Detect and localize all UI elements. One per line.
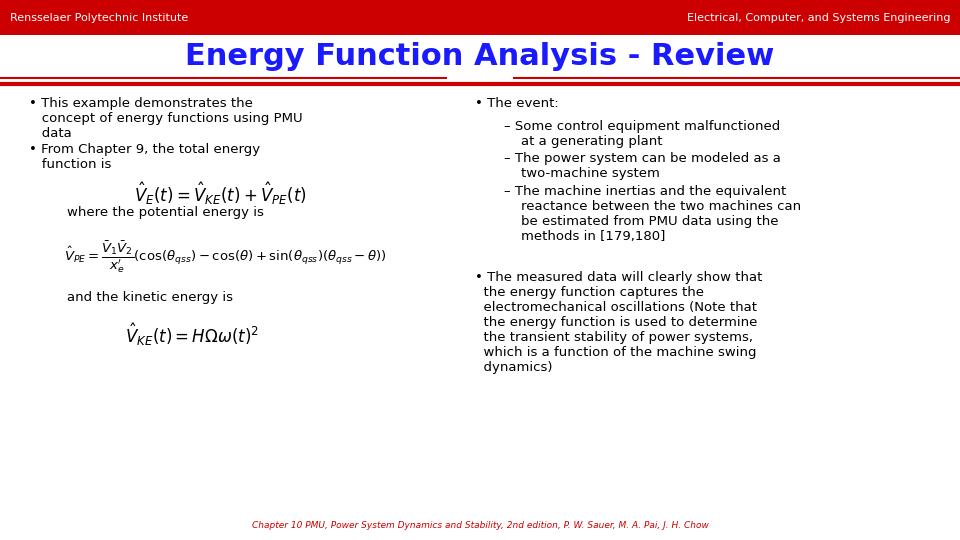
Text: – The machine inertias and the equivalent
    reactance between the two machines: – The machine inertias and the equivalen… [504, 185, 802, 242]
Text: Electrical, Computer, and Systems Engineering: Electrical, Computer, and Systems Engine… [687, 12, 950, 23]
Text: $\hat{V}_{PE} = \dfrac{\bar{V}_1\bar{V}_2}{x^{\prime}_e}(\cos(\theta_{qss}) - \c: $\hat{V}_{PE} = \dfrac{\bar{V}_1\bar{V}_… [64, 239, 387, 274]
FancyBboxPatch shape [0, 0, 960, 35]
Text: Chapter 10 PMU, Power System Dynamics and Stability, 2nd edition, P. W. Sauer, M: Chapter 10 PMU, Power System Dynamics an… [252, 521, 708, 530]
Text: • The event:: • The event: [475, 97, 559, 110]
Text: $\hat{V}_{KE}(t) = H\Omega\omega(t)^2$: $\hat{V}_{KE}(t) = H\Omega\omega(t)^2$ [125, 321, 259, 348]
Text: Rensselaer Polytechnic Institute: Rensselaer Polytechnic Institute [10, 12, 188, 23]
Text: and the kinetic energy is: and the kinetic energy is [67, 291, 233, 303]
Text: $\hat{V}_E(t) = \hat{V}_{KE}(t) + \hat{V}_{PE}(t)$: $\hat{V}_E(t) = \hat{V}_{KE}(t) + \hat{V… [134, 181, 307, 207]
Text: • This example demonstrates the
   concept of energy functions using PMU
   data: • This example demonstrates the concept … [29, 97, 302, 140]
Text: • From Chapter 9, the total energy
   function is: • From Chapter 9, the total energy funct… [29, 143, 260, 171]
Text: – The power system can be modeled as a
    two-machine system: – The power system can be modeled as a t… [504, 152, 780, 180]
Text: Energy Function Analysis - Review: Energy Function Analysis - Review [185, 42, 775, 71]
Text: – Some control equipment malfunctioned
    at a generating plant: – Some control equipment malfunctioned a… [504, 120, 780, 148]
Text: where the potential energy is: where the potential energy is [67, 206, 264, 219]
Text: • The measured data will clearly show that
  the energy function captures the
  : • The measured data will clearly show th… [475, 271, 762, 374]
